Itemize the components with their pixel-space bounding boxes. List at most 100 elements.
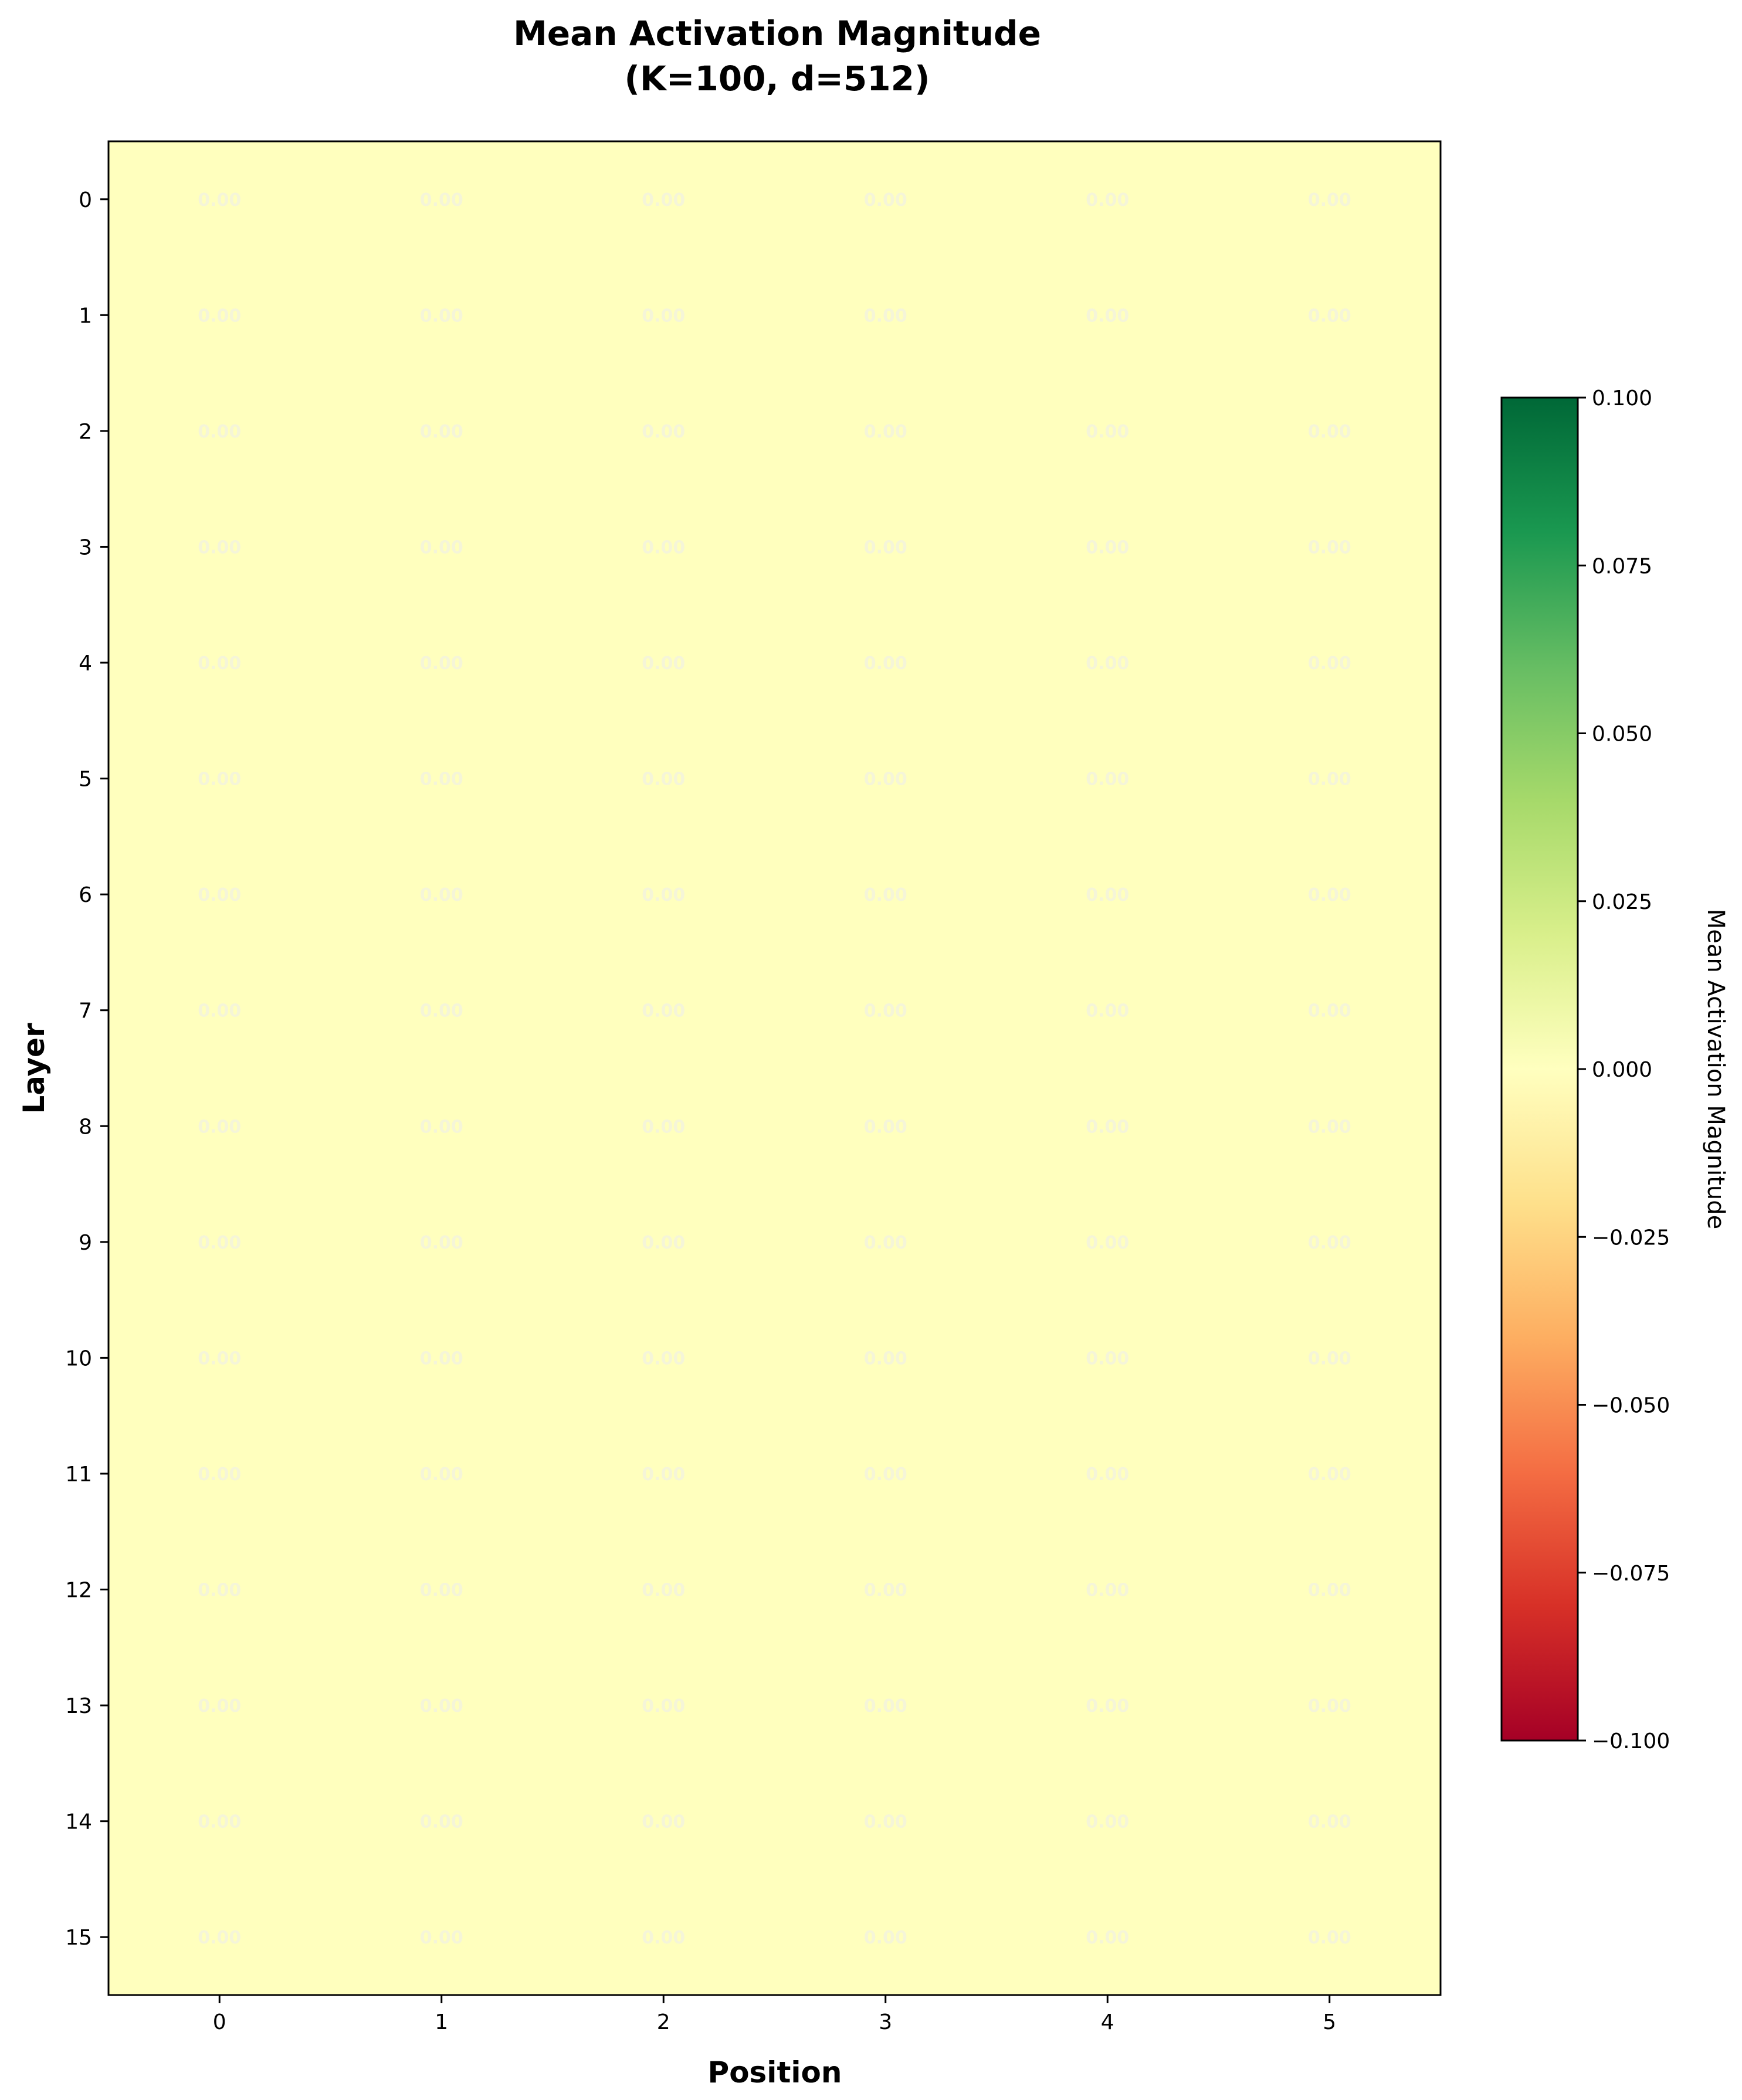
heatmap-cell <box>109 1647 331 1764</box>
cell-value-label: 0.00 <box>1308 1233 1351 1253</box>
colorbar-tick-label: −0.025 <box>1592 1226 1670 1250</box>
heatmap-cell <box>774 1300 997 1416</box>
cell-value-label: 0.00 <box>198 190 241 211</box>
heatmap-cell <box>553 1879 775 1996</box>
cell-value-label: 0.00 <box>1308 1696 1351 1716</box>
y-tick-label: 3 <box>79 535 92 559</box>
cell-value-label: 0.00 <box>864 769 907 790</box>
heatmap-cell <box>109 1300 331 1416</box>
heatmap-cell <box>997 141 1219 258</box>
cell-value-label: 0.00 <box>864 1580 907 1601</box>
heatmap-cell <box>774 1647 997 1764</box>
heatmap-cell <box>109 836 331 953</box>
y-tick-label: 11 <box>65 1463 92 1487</box>
cell-value-label: 0.00 <box>1308 1117 1351 1137</box>
heatmap-cell <box>774 1068 997 1185</box>
cell-value-label: 0.00 <box>642 653 685 674</box>
x-tick-label: 1 <box>435 2010 448 2034</box>
cell-value-label: 0.00 <box>1308 422 1351 442</box>
heatmap-cell <box>109 488 331 605</box>
heatmap-cell <box>553 952 775 1069</box>
heatmap-cell <box>553 373 775 490</box>
cell-value-label: 0.00 <box>1308 1348 1351 1369</box>
heatmap-cell <box>330 1763 553 1880</box>
heatmap-cell <box>330 1300 553 1416</box>
cell-value-label: 0.00 <box>198 769 241 790</box>
cell-value-label: 0.00 <box>1308 190 1351 211</box>
heatmap-cell <box>997 1647 1219 1764</box>
heatmap-cell <box>330 373 553 490</box>
cell-value-label: 0.00 <box>420 1233 463 1253</box>
heatmap-cell <box>330 1647 553 1764</box>
x-tick-label: 2 <box>657 2010 670 2034</box>
heatmap-cell <box>553 1763 775 1880</box>
cell-value-label: 0.00 <box>198 1928 241 1948</box>
cell-value-label: 0.00 <box>642 306 685 326</box>
heatmap-cell <box>553 1416 775 1532</box>
cell-value-label: 0.00 <box>1086 885 1129 905</box>
heatmap-cell <box>330 1184 553 1301</box>
cell-value-label: 0.00 <box>642 1117 685 1137</box>
colorbar-tick-label: 0.000 <box>1592 1058 1652 1082</box>
heatmap-cell <box>330 605 553 721</box>
heatmap-cell <box>1218 373 1441 490</box>
heatmap-cell <box>1218 952 1441 1069</box>
y-tick-label: 7 <box>79 999 92 1023</box>
heatmap-cell <box>330 720 553 837</box>
heatmap-cell <box>109 720 331 837</box>
cell-value-label: 0.00 <box>1308 885 1351 905</box>
cell-value-label: 0.00 <box>864 190 907 211</box>
heatmap-cell <box>109 1879 331 1996</box>
cell-value-label: 0.00 <box>642 1812 685 1833</box>
heatmap-cell <box>774 720 997 837</box>
heatmap-cell <box>774 1416 997 1532</box>
heatmap-cell <box>1218 1763 1441 1880</box>
cell-value-label: 0.00 <box>420 1812 463 1833</box>
cell-value-label: 0.00 <box>864 537 907 558</box>
heatmap-cell <box>1218 1416 1441 1532</box>
cell-value-label: 0.00 <box>420 537 463 558</box>
cell-value-label: 0.00 <box>642 1580 685 1601</box>
y-tick-label: 12 <box>65 1579 92 1603</box>
colorbar-tick-label: −0.075 <box>1592 1562 1670 1586</box>
cell-value-label: 0.00 <box>198 1812 241 1833</box>
heatmap-cell <box>1218 488 1441 605</box>
cell-value-label: 0.00 <box>420 1928 463 1948</box>
colorbar-tick-label: −0.100 <box>1592 1729 1670 1753</box>
cell-value-label: 0.00 <box>864 1233 907 1253</box>
y-tick-label: 1 <box>79 304 92 328</box>
heatmap-cell <box>1218 1068 1441 1185</box>
cell-value-label: 0.00 <box>642 537 685 558</box>
cell-value-label: 0.00 <box>198 1001 241 1022</box>
colorbar <box>1500 396 1579 1742</box>
x-tick-label: 4 <box>1101 2010 1114 2034</box>
cell-value-label: 0.00 <box>1308 1812 1351 1833</box>
x-tick-label: 0 <box>213 2010 226 2034</box>
cell-value-label: 0.00 <box>198 1696 241 1716</box>
heatmap-cell <box>109 1184 331 1301</box>
heatmap-cell <box>997 488 1219 605</box>
plot-frame <box>107 140 1442 1996</box>
cell-value-label: 0.00 <box>420 1001 463 1022</box>
heatmap-cell <box>330 1879 553 1996</box>
heatmap-cell <box>997 1300 1219 1416</box>
cell-value-label: 0.00 <box>198 1464 241 1485</box>
heatmap-cell <box>774 141 997 258</box>
cell-value-label: 0.00 <box>198 653 241 674</box>
x-axis-label: Position <box>708 2055 842 2089</box>
cell-value-label: 0.00 <box>198 1233 241 1253</box>
cell-value-label: 0.00 <box>642 190 685 211</box>
heatmap-cell <box>997 1531 1219 1648</box>
heatmap-cell <box>109 605 331 721</box>
cell-value-label: 0.00 <box>1086 190 1129 211</box>
colorbar-ticks: 0.100 0.075 0.050 0.025 0.000 −0.025 −0.050 −0.… <box>1578 386 1670 1753</box>
cell-value-label: 0.00 <box>1086 1348 1129 1369</box>
heatmap-cell <box>109 952 331 1069</box>
cell-value-label: 0.00 <box>864 653 907 674</box>
cell-value-label: 0.00 <box>1086 306 1129 326</box>
colorbar-tick-label: 0.100 <box>1592 386 1652 410</box>
cell-value-label: 0.00 <box>1086 537 1129 558</box>
y-tick-label: 8 <box>79 1115 92 1139</box>
cell-value-label: 0.00 <box>420 190 463 211</box>
